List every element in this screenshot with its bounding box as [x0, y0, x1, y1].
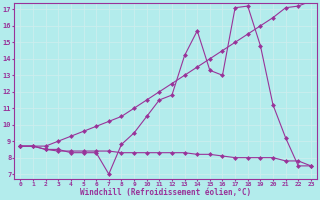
X-axis label: Windchill (Refroidissement éolien,°C): Windchill (Refroidissement éolien,°C) — [80, 188, 251, 197]
